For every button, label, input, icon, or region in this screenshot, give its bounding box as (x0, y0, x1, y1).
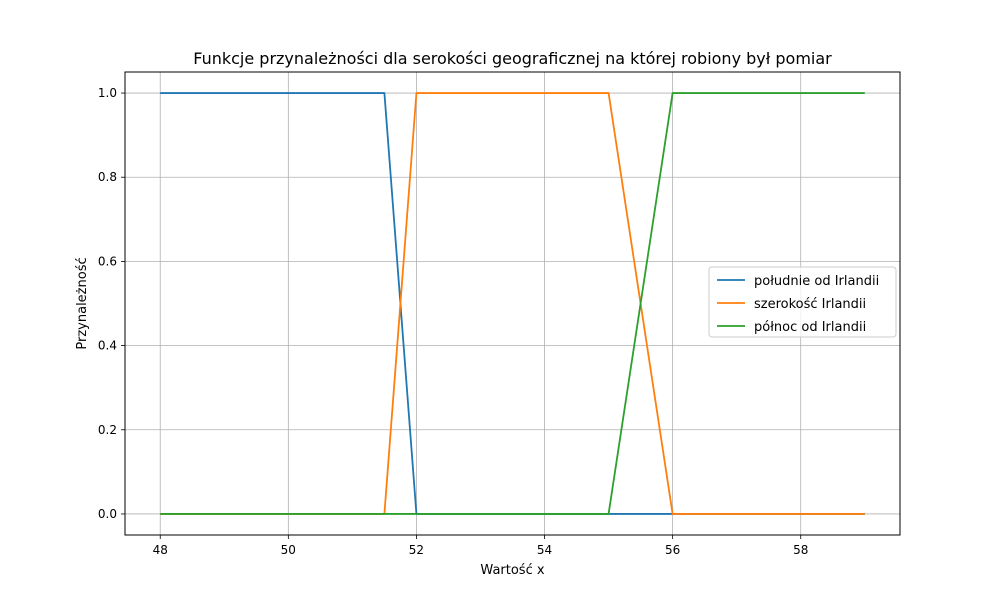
y-tick-label: 0.2 (98, 423, 117, 437)
y-tick-label: 0.4 (98, 339, 117, 353)
series-line-3 (160, 92, 865, 515)
legend: południe od Irlandii szerokość Irlandii pó… (708, 266, 897, 338)
x-axis: 48 50 52 54 56 58 (153, 535, 808, 557)
legend-box (708, 266, 897, 338)
y-axis-label: Przynależność (75, 257, 90, 349)
x-tick-label: 52 (409, 543, 424, 557)
y-tick-label: 0.0 (98, 507, 117, 521)
x-tick-label: 56 (665, 543, 680, 557)
chart-title: Funkcje przynależności dla serokości geo… (193, 49, 832, 68)
plot-series (160, 92, 865, 515)
x-tick-label: 48 (153, 543, 168, 557)
legend-label-1: południe od Irlandii (754, 274, 879, 289)
legend-label-3: północ od Irlandii (754, 320, 866, 335)
y-tick-label: 0.6 (98, 254, 117, 268)
y-axis: 0.0 0.2 0.4 0.6 0.8 1.0 (98, 86, 125, 521)
plot-area-frame (124, 71, 901, 536)
y-tick-label: 0.8 (98, 170, 117, 184)
legend-label-2: szerokość Irlandii (754, 297, 866, 312)
x-tick-label: 58 (793, 543, 808, 557)
x-tick-label: 50 (281, 543, 296, 557)
y-tick-label: 1.0 (98, 86, 117, 100)
x-axis-label: Wartość x (480, 563, 544, 578)
x-tick-label: 54 (537, 543, 552, 557)
